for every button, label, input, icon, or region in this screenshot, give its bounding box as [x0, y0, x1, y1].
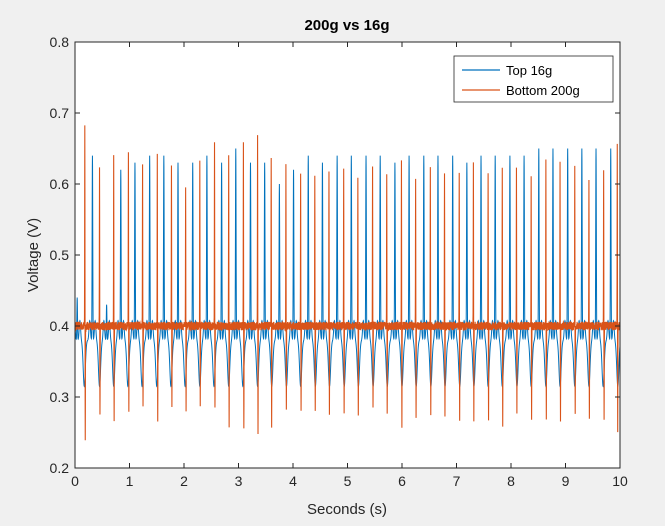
x-tick-label: 5: [344, 473, 352, 489]
chart-title: 200g vs 16g: [304, 17, 389, 34]
x-tick-label: 10: [612, 473, 628, 489]
y-tick-label: 0.6: [50, 176, 70, 192]
y-tick-label: 0.2: [50, 460, 70, 476]
x-tick-label: 4: [289, 473, 297, 489]
x-tick-label: 2: [180, 473, 188, 489]
axis-ticks: 0 1 2 3 4 5 6 7 8 9 10 0.2 0.3 0.4 0.5 0.6 0.7 0.8: [50, 34, 628, 489]
x-tick-label: 0: [71, 473, 79, 489]
y-axis-label: Voltage (V): [25, 218, 42, 292]
legend-label-top-16g: Top 16g: [506, 63, 552, 78]
x-axis-label: Seconds (s): [307, 501, 387, 518]
x-tick-label: 1: [126, 473, 134, 489]
x-tick-label: 7: [453, 473, 461, 489]
legend-label-bottom-200g: Bottom 200g: [506, 83, 580, 98]
plot-area: [75, 42, 620, 468]
legend-box: [453, 55, 614, 103]
x-tick-label: 3: [235, 473, 243, 489]
plot-content: [74, 125, 621, 441]
x-tick-label: 9: [562, 473, 570, 489]
x-tick-label: 6: [398, 473, 406, 489]
series-line-bottom-200g: [74, 125, 621, 441]
y-tick-label: 0.8: [50, 34, 70, 50]
y-tick-label: 0.5: [50, 247, 70, 263]
y-tick-label: 0.4: [50, 318, 70, 334]
legend: Top 16g Bottom 200g: [453, 55, 614, 103]
y-tick-label: 0.7: [50, 105, 70, 121]
y-tick-label: 0.3: [50, 389, 70, 405]
x-tick-label: 8: [507, 473, 515, 489]
